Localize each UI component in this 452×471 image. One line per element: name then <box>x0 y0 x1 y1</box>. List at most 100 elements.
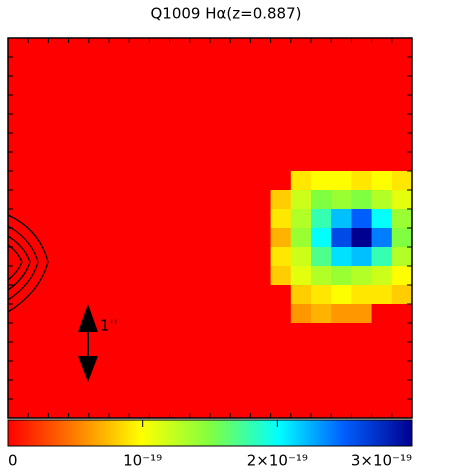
cell <box>270 171 292 191</box>
cell <box>331 323 352 343</box>
cell <box>331 57 352 77</box>
cell <box>189 171 211 191</box>
cell <box>270 190 292 210</box>
cell <box>331 285 352 305</box>
cell <box>270 57 292 77</box>
cell <box>391 228 413 248</box>
cell <box>250 57 272 77</box>
cell <box>290 266 312 286</box>
cell <box>169 247 191 267</box>
cell <box>8 190 29 210</box>
cell <box>270 114 292 134</box>
cell <box>290 285 312 305</box>
cell <box>48 209 70 229</box>
cell <box>331 209 352 229</box>
cell <box>8 171 29 191</box>
cell <box>371 285 393 305</box>
cell <box>391 209 413 229</box>
cell <box>391 38 413 58</box>
cell <box>88 38 110 58</box>
cell <box>311 228 332 248</box>
cell <box>270 361 292 381</box>
cell <box>48 228 70 248</box>
cell <box>230 380 251 400</box>
cell <box>270 209 292 229</box>
cell <box>189 190 211 210</box>
cell <box>169 323 191 343</box>
cell <box>230 228 251 248</box>
cell <box>351 285 373 305</box>
cell <box>210 209 231 229</box>
cell <box>351 380 373 400</box>
cell <box>48 380 70 400</box>
cell <box>210 190 231 210</box>
cell <box>351 323 373 343</box>
cell <box>351 152 373 172</box>
cell <box>351 95 373 115</box>
cell <box>109 114 130 134</box>
cell <box>331 95 352 115</box>
cell <box>290 38 312 58</box>
cell <box>230 171 251 191</box>
cell <box>149 171 171 191</box>
cell <box>169 304 191 324</box>
cell <box>8 304 29 324</box>
cell <box>169 57 191 77</box>
cell <box>391 190 413 210</box>
cell <box>391 266 413 286</box>
cell <box>68 152 90 172</box>
cell <box>230 323 251 343</box>
cell <box>270 399 292 419</box>
cell <box>169 285 191 305</box>
cell <box>351 361 373 381</box>
cell <box>68 38 90 58</box>
cell <box>331 342 352 362</box>
cell <box>391 323 413 343</box>
cell <box>210 380 231 400</box>
cell <box>149 399 171 419</box>
cell <box>28 190 49 210</box>
cell <box>149 361 171 381</box>
cell <box>210 38 231 58</box>
cell <box>129 228 150 248</box>
colorbar <box>7 419 413 447</box>
cell <box>149 95 171 115</box>
cell <box>88 209 110 229</box>
cell <box>331 266 352 286</box>
scale-label: 1'' <box>100 317 118 335</box>
cell <box>68 399 90 419</box>
cell <box>68 228 90 248</box>
cell <box>371 76 393 96</box>
cell <box>28 304 49 324</box>
cell <box>129 95 150 115</box>
cell <box>250 95 272 115</box>
cell <box>129 76 150 96</box>
cell <box>250 342 272 362</box>
cell <box>129 399 150 419</box>
cell <box>129 190 150 210</box>
cell <box>48 285 70 305</box>
cell <box>129 247 150 267</box>
cell <box>129 342 150 362</box>
cell <box>250 323 272 343</box>
cell <box>311 114 332 134</box>
cell <box>28 342 49 362</box>
cell <box>290 57 312 77</box>
cell <box>109 342 130 362</box>
cell <box>68 114 90 134</box>
colorbar-tick-label: 10⁻¹⁹ <box>123 452 162 470</box>
cell <box>169 342 191 362</box>
cell <box>230 266 251 286</box>
cell <box>311 361 332 381</box>
cell <box>48 95 70 115</box>
cell <box>169 76 191 96</box>
cell <box>8 266 29 286</box>
cell <box>189 152 211 172</box>
cell <box>8 133 29 153</box>
cell <box>48 190 70 210</box>
cell <box>149 304 171 324</box>
cell <box>149 323 171 343</box>
cell <box>270 285 292 305</box>
cell <box>109 304 130 324</box>
cell <box>48 266 70 286</box>
